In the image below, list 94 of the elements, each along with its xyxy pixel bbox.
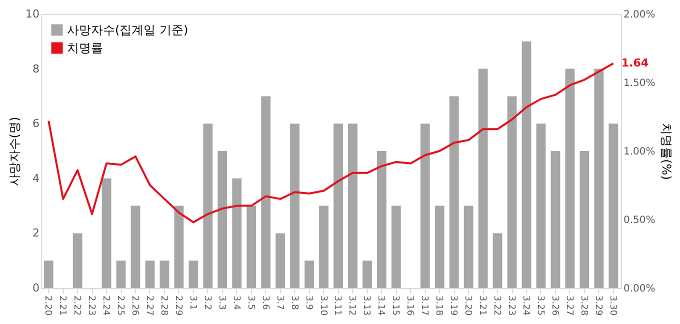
bar <box>550 151 560 288</box>
x-tick-label: 3.4 <box>230 296 241 310</box>
bar <box>434 206 444 288</box>
x-tick-label: 2.24 <box>100 296 111 316</box>
bar <box>522 41 532 288</box>
x-tick-label: 3.26 <box>549 296 560 316</box>
bar <box>420 124 430 288</box>
data-label: 1.64 <box>621 56 649 70</box>
y2-tick-label: 2.00% <box>624 10 656 20</box>
bar <box>449 96 459 288</box>
bar <box>536 124 546 288</box>
bar <box>319 206 328 288</box>
bar <box>580 151 590 288</box>
x-tick-label: 3.17 <box>419 296 430 316</box>
y-tick-label: 4 <box>32 172 40 185</box>
x-tick-label: 3.6 <box>260 296 270 310</box>
bar <box>608 124 618 288</box>
line-series <box>48 62 614 224</box>
x-tick-label: 3.27 <box>564 296 574 316</box>
bar <box>232 178 242 288</box>
x-tick-label: 3.15 <box>390 296 400 316</box>
x-tick-label: 3.19 <box>448 296 458 316</box>
bar <box>334 124 343 288</box>
bar <box>130 206 140 288</box>
bar <box>565 68 575 288</box>
bar <box>261 96 271 288</box>
x-tick-label: 3.20 <box>462 296 473 316</box>
bar <box>72 233 82 288</box>
x-tick-label: 3.10 <box>318 296 328 316</box>
x-tick-label: 2.23 <box>86 296 96 316</box>
x-tick-label: 2.20 <box>42 296 53 316</box>
y2-axis-title: 치명률(%) <box>659 123 674 180</box>
y-axis-title: 사망자수(명) <box>8 116 22 186</box>
x-tick-label: 3.16 <box>404 296 415 316</box>
x-tick-label: 3.7 <box>274 296 284 310</box>
bar <box>276 233 286 288</box>
x-tick-label: 3.29 <box>592 296 603 316</box>
x-tick-label: 3.3 <box>216 296 226 310</box>
bar <box>145 260 155 288</box>
bar <box>246 206 256 288</box>
bar <box>492 233 502 288</box>
x-tick-label: 3.25 <box>534 296 545 316</box>
x-tick-label: 3.8 <box>288 296 299 310</box>
bar <box>218 151 228 288</box>
x-tick-label: 2.26 <box>129 296 140 316</box>
bar <box>304 260 314 288</box>
bar <box>464 206 474 288</box>
x-tick-label: 2.22 <box>72 296 82 316</box>
x-tick-label: 3.14 <box>376 296 386 316</box>
bar <box>44 260 54 288</box>
bar <box>348 124 358 288</box>
x-tick-label: 2.21 <box>57 296 68 316</box>
y-tick-label: 6 <box>32 117 40 130</box>
x-tick-label: 2.27 <box>144 296 154 316</box>
bar <box>188 260 198 288</box>
x-tick-label: 3.9 <box>303 296 314 310</box>
x-tick-label: 3.23 <box>506 296 516 316</box>
y-tick-label: 2 <box>32 226 40 240</box>
y2-tick-label: 0.00% <box>624 284 656 294</box>
bar <box>391 206 401 288</box>
bar <box>174 206 184 288</box>
x-tick-label: 2.29 <box>172 296 183 316</box>
y2-tick-label: 1.00% <box>624 146 656 158</box>
x-tick-label: 2.25 <box>115 296 126 316</box>
x-tick-label: 3.12 <box>346 296 357 316</box>
bar <box>203 124 213 288</box>
x-tick-label: 3.11 <box>332 296 342 316</box>
x-tick-label: 3.18 <box>434 296 444 316</box>
y-tick-label: 0 <box>32 282 40 294</box>
y-tick-label: 8 <box>32 62 40 76</box>
x-tick-label: 3.22 <box>492 296 502 316</box>
bar <box>160 260 170 288</box>
x-tick-label: 3.5 <box>245 296 256 310</box>
y2-tick-label: 1.50% <box>624 78 656 89</box>
x-tick-label: 3.2 <box>202 296 212 310</box>
x-tick-label: 3.1 <box>187 296 198 310</box>
bar <box>594 68 604 288</box>
x-tick-label: 3.24 <box>520 296 531 316</box>
y2-tick-label: 0.50% <box>624 215 656 226</box>
x-tick-label: 2.28 <box>158 296 168 316</box>
legend-label: 사망자수(집계일 기준) <box>67 23 188 37</box>
legend-label: 치명률 <box>67 41 103 55</box>
bar <box>290 124 300 288</box>
x-tick-label: 3.13 <box>361 296 372 316</box>
bar <box>116 260 126 288</box>
y-tick-label: 10 <box>26 8 40 20</box>
x-tick-label: 3.30 <box>607 296 618 316</box>
x-tick-label: 3.21 <box>477 296 488 316</box>
bar <box>507 96 517 288</box>
x-tick-label: 3.28 <box>578 296 588 316</box>
bar <box>102 178 112 288</box>
bar <box>376 151 386 288</box>
bar <box>478 68 488 288</box>
bar <box>362 260 372 288</box>
